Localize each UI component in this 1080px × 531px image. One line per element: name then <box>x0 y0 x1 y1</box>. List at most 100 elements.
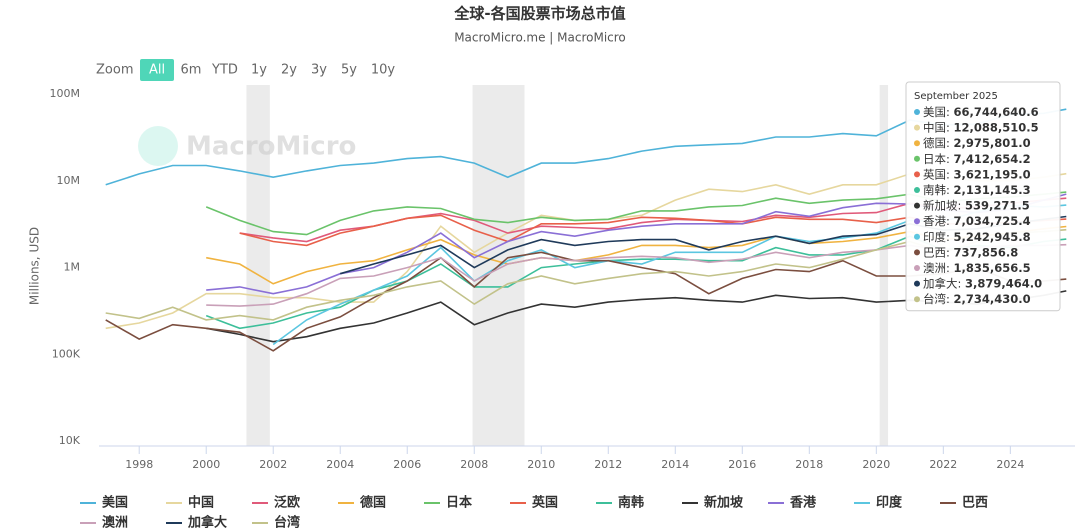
legend-item[interactable]: 香港 <box>768 495 817 511</box>
legend-item[interactable]: 澳洲 <box>80 515 128 531</box>
tooltip-value: 737,856.8 <box>954 245 1019 259</box>
tooltip-name: 日本 <box>923 151 946 165</box>
watermark-logo <box>138 126 178 166</box>
legend-label: 泛欧 <box>274 495 300 511</box>
legend-item[interactable]: 美国 <box>80 495 128 511</box>
tooltip-sep: : <box>946 214 954 228</box>
tooltip-name: 澳洲 <box>923 261 946 275</box>
legend-label: 英国 <box>531 495 558 511</box>
x-tick-label: 2024 <box>996 458 1024 471</box>
tooltip-row: 印度: 5,242,945.8 <box>923 229 1031 243</box>
range-button[interactable]: 6m <box>181 63 202 78</box>
tooltip-value: 3,879,464.0 <box>965 276 1042 290</box>
range-button[interactable]: 5y <box>341 63 357 78</box>
x-tick-label: 1998 <box>125 458 153 471</box>
tooltip-value: 2,734,430.0 <box>954 292 1031 306</box>
legend-item[interactable]: 中国 <box>166 495 214 511</box>
legend-label: 香港 <box>789 495 817 511</box>
x-tick-label: 2018 <box>795 458 823 471</box>
tooltip-dot <box>914 280 920 287</box>
tooltip-name: 中国 <box>923 120 946 134</box>
legend-label: 台湾 <box>274 515 300 531</box>
tooltip-sep: : <box>946 167 954 181</box>
tooltip-name: 香港 <box>923 214 946 228</box>
tooltip-sep: : <box>946 136 954 150</box>
legend-label: 新加坡 <box>704 495 744 511</box>
tooltip-name: 南韩 <box>923 183 946 197</box>
legend-item[interactable]: 南韩 <box>596 495 644 511</box>
tooltip-name: 台湾 <box>923 292 946 306</box>
tooltip-name: 印度 <box>923 229 946 243</box>
x-tick-label: 2016 <box>728 458 756 471</box>
range-button[interactable]: 1y <box>251 63 267 78</box>
tooltip-row: 加拿大: 3,879,464.0 <box>923 276 1042 290</box>
range-button[interactable]: 2y <box>281 63 297 78</box>
legend-label: 加拿大 <box>187 515 227 531</box>
tooltip-dot <box>914 249 920 256</box>
tooltip-row: 德国: 2,975,801.0 <box>923 136 1031 150</box>
tooltip-sep: : <box>946 120 954 134</box>
tooltip-dot <box>914 187 920 193</box>
tooltip-dot <box>914 218 920 225</box>
tooltip-value: 2,975,801.0 <box>954 136 1031 150</box>
tooltip-sep: : <box>946 105 954 119</box>
range-button[interactable]: 3y <box>311 63 327 78</box>
y-tick-label: 100M <box>50 87 81 100</box>
legend-label: 中国 <box>188 495 214 511</box>
zoom-label: Zoom <box>96 63 133 78</box>
tooltip-sep: : <box>946 292 954 306</box>
x-tick-label: 2020 <box>862 458 890 471</box>
tooltip-value: 2,131,145.3 <box>954 183 1031 197</box>
tooltip-dot <box>914 171 920 178</box>
legend-item[interactable]: 日本 <box>424 495 472 511</box>
x-tick-label: 2002 <box>259 458 287 471</box>
range-button[interactable]: 10y <box>371 63 396 78</box>
chart-subtitle: MacroMicro.me | MacroMicro <box>454 31 626 45</box>
tooltip-dot <box>914 124 920 131</box>
tooltip-row: 中国: 12,088,510.5 <box>923 120 1039 134</box>
legend-item[interactable]: 泛欧 <box>252 495 300 511</box>
legend-label: 印度 <box>876 495 903 511</box>
tooltip-sep: : <box>958 276 966 290</box>
tooltip-row: 巴西: 737,856.8 <box>923 245 1018 259</box>
range-button[interactable]: All <box>149 63 165 78</box>
tooltip-value: 1,835,656.5 <box>954 261 1031 275</box>
x-tick-label: 2006 <box>393 458 421 471</box>
legend-item[interactable]: 加拿大 <box>166 515 227 531</box>
y-tick-label: 10M <box>57 174 81 187</box>
tooltip-value: 7,034,725.4 <box>954 214 1031 228</box>
tooltip-sep: : <box>946 261 954 275</box>
range-button-bg <box>140 59 174 81</box>
legend-item[interactable]: 德国 <box>338 495 386 511</box>
tooltip-dot <box>914 296 920 303</box>
legend-item[interactable]: 台湾 <box>252 515 300 531</box>
tooltip-row: 美国: 66,744,640.6 <box>923 105 1039 119</box>
tooltip-sep: : <box>946 151 954 165</box>
legend-item[interactable]: 巴西 <box>940 496 988 511</box>
tooltip-name: 新加坡 <box>923 198 958 212</box>
legend-label: 日本 <box>446 495 472 511</box>
tooltip-sep: : <box>958 198 966 212</box>
range-button[interactable]: YTD <box>211 63 238 78</box>
y-tick-label: 100K <box>52 347 81 360</box>
tooltip-value: 539,271.5 <box>965 198 1030 212</box>
x-tick-label: 2012 <box>594 458 622 471</box>
legend-item[interactable]: 英国 <box>510 495 558 511</box>
x-tick-label: 2014 <box>661 458 689 471</box>
tooltip-name: 巴西 <box>923 245 946 259</box>
tooltip-dot <box>914 155 920 162</box>
watermark: MacroMicro <box>186 132 356 162</box>
x-tick-label: 2000 <box>192 458 220 471</box>
x-tick-label: 2010 <box>527 458 555 471</box>
legend-item[interactable]: 新加坡 <box>682 495 744 511</box>
tooltip-sep: : <box>946 245 954 259</box>
tooltip-dot <box>914 140 920 147</box>
legend-label: 德国 <box>360 495 386 511</box>
tooltip-name: 美国 <box>923 105 946 119</box>
tooltip-value: 5,242,945.8 <box>954 229 1031 243</box>
tooltip-box <box>905 81 1061 312</box>
legend-item[interactable]: 印度 <box>854 495 903 511</box>
tooltip-title: September 2025 <box>914 91 998 102</box>
x-tick-label: 2022 <box>929 458 957 471</box>
